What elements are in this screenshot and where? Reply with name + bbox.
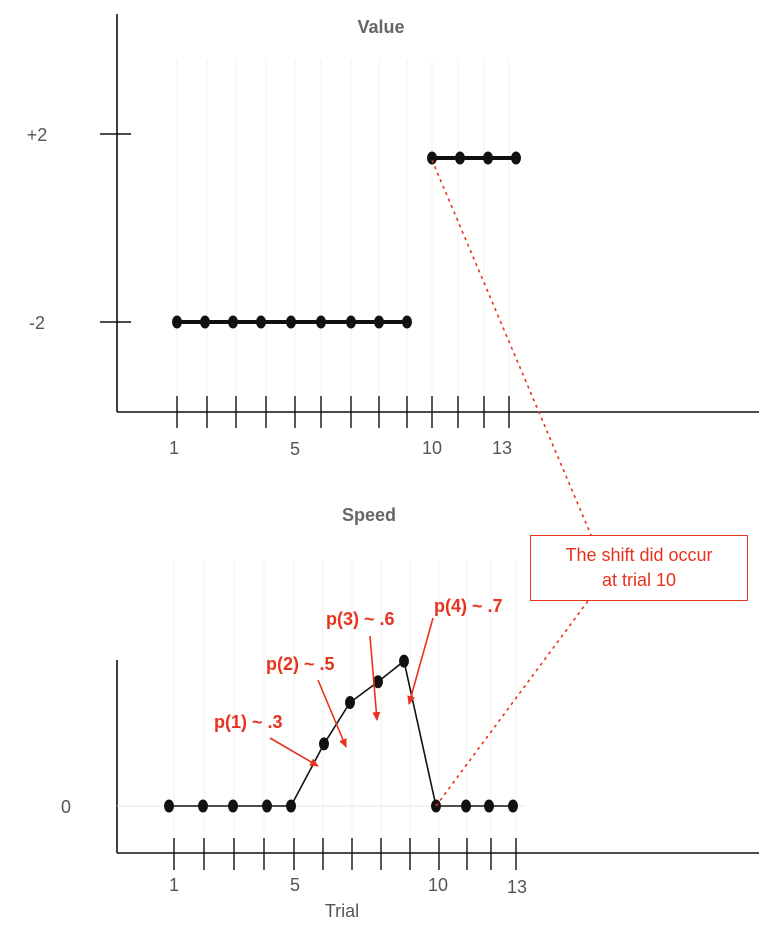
value-point: [402, 315, 412, 329]
value-xlabel-10: 10: [422, 438, 442, 458]
value-xlabel-13: 13: [492, 438, 512, 458]
annotation-p3-arrow: [369, 635, 381, 721]
value-point: [172, 315, 182, 329]
callout-line-1: The shift did occur: [565, 545, 713, 565]
speed-x-ticks: [173, 838, 517, 870]
callout-connector-upper: [431, 159, 592, 536]
speed-x-axis-label: Trial: [325, 901, 359, 921]
speed-point: [461, 799, 471, 813]
value-ylabel-plus2: +2: [27, 125, 48, 145]
speed-point: [198, 799, 208, 813]
value-point: [256, 315, 266, 329]
value-point: [427, 151, 437, 165]
annotation-p4: p(4) ~ .7: [434, 596, 503, 616]
speed-point: [228, 799, 238, 813]
value-panel-title: Value: [357, 17, 404, 37]
value-point: [346, 315, 356, 329]
annotation-p1-arrow: [269, 737, 319, 767]
speed-point: [319, 737, 329, 751]
speed-point: [345, 696, 355, 709]
annotation-p2: p(2) ~ .5: [266, 654, 335, 674]
value-point: [511, 151, 521, 165]
callout-box: The shift did occur at trial 10: [530, 535, 748, 601]
speed-xlabel-13: 13: [507, 877, 527, 897]
value-ylabel-minus2: -2: [29, 313, 45, 333]
speed-point: [399, 654, 409, 668]
annotation-p4-arrow: [407, 617, 434, 705]
value-point: [228, 315, 238, 329]
value-xlabel-5: 5: [290, 439, 300, 459]
speed-xlabel-1: 1: [169, 875, 179, 895]
speed-panel-title: Speed: [342, 505, 396, 525]
value-point: [374, 315, 384, 329]
value-xlabel-1: 1: [169, 438, 179, 458]
speed-point: [262, 799, 272, 813]
speed-point: [484, 799, 494, 813]
value-point: [455, 151, 465, 165]
value-series: [172, 151, 521, 329]
value-point: [483, 151, 493, 165]
speed-series: [164, 654, 518, 813]
speed-point: [373, 675, 383, 689]
value-point: [200, 315, 210, 329]
speed-xlabel-5: 5: [290, 875, 300, 895]
annotation-p3: p(3) ~ .6: [326, 609, 395, 629]
speed-point: [286, 799, 296, 813]
annotation-p1: p(1) ~ .3: [214, 712, 283, 732]
speed-ylabel-0: 0: [61, 797, 71, 817]
speed-xlabel-10: 10: [428, 875, 448, 895]
callout-line-2: at trial 10: [601, 570, 677, 590]
callout-connector-lower: [435, 600, 589, 807]
grid-lines: [173, 60, 517, 853]
annotation-p2-arrow: [317, 679, 347, 748]
value-x-ticks: [176, 396, 510, 428]
speed-point: [508, 799, 518, 813]
speed-point: [164, 799, 174, 813]
value-point: [286, 315, 296, 329]
value-point: [316, 315, 326, 329]
